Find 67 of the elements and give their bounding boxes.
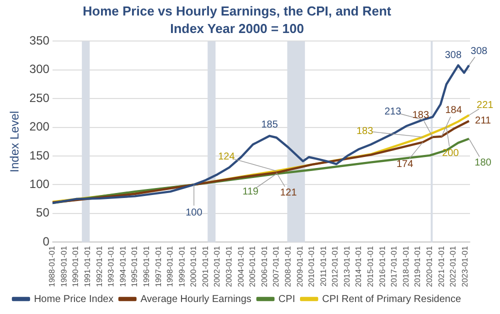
x-tick-label: 2020-01-01 <box>424 246 434 287</box>
x-tick-label: 2018-01-01 <box>401 246 410 287</box>
x-tick-label: 2002-01-01 <box>212 246 222 287</box>
x-tick-label: 1999-01-01 <box>177 246 186 287</box>
y-tick-label: 200 <box>29 120 50 134</box>
annotation: 100 <box>186 207 203 218</box>
y-tick-label: 100 <box>29 176 50 191</box>
x-tick-label: 1996-01-01 <box>142 246 151 287</box>
x-tick-label: 1993-01-01 <box>106 246 116 287</box>
x-tick-label: 2008-01-01 <box>283 246 292 287</box>
legend-label: CPI <box>278 294 296 305</box>
x-tick-label: 1988-01-01 <box>48 246 57 287</box>
x-tick-label: 1994-01-01 <box>118 246 128 287</box>
x-tick-label: 2003-01-01 <box>224 246 234 287</box>
x-tick-label: 2007-01-01 <box>272 246 281 287</box>
legend-label: Home Price Index <box>34 294 114 305</box>
x-tick-label: 2015-01-01 <box>366 246 375 287</box>
x-tick-label: 2001-01-01 <box>200 246 210 287</box>
x-tick-label: 1991-01-01 <box>83 246 92 287</box>
y-tick-label: 0 <box>42 234 50 248</box>
y-tick-label: 50 <box>36 206 50 220</box>
x-tick-label: 1989-01-01 <box>59 246 68 287</box>
x-tick-label: 2006-01-01 <box>260 246 269 287</box>
x-tick-label: 2023-01-01 <box>460 246 470 287</box>
annotation: 308 <box>444 50 462 62</box>
legend-label: CPI Rent of Primary Residence <box>322 294 462 305</box>
x-tick-label: 2010-01-01 <box>307 246 316 287</box>
annotation: 308 <box>470 46 488 58</box>
legend-label: Average Hourly Earnings <box>140 294 252 305</box>
y-axis-title: Index Level <box>8 110 22 172</box>
annotation: 119 <box>242 186 259 198</box>
chart-title: Home Price vs Hourly Earnings, the CPI, and Rent <box>82 3 392 18</box>
x-tick-label: 2022-01-01 <box>448 246 458 287</box>
x-tick-label: 2005-01-01 <box>248 246 258 287</box>
y-tick-label: 250 <box>29 90 50 105</box>
x-tick-label: 1997-01-01 <box>154 246 163 287</box>
annotation: 200 <box>442 148 460 160</box>
annotation: 124 <box>218 152 236 163</box>
x-tick-label: 2016-01-01 <box>378 246 387 287</box>
x-tick-label: 2017-01-01 <box>390 246 399 287</box>
x-tick-label: 2013-01-01 <box>342 246 352 287</box>
annotation: 121 <box>280 187 298 198</box>
annotation: 184 <box>445 105 462 116</box>
x-tick-label: 1998-01-01 <box>166 246 175 287</box>
y-tick-label: 350 <box>29 34 50 48</box>
x-tick-label: 2014-01-01 <box>354 246 364 287</box>
annotation: 221 <box>476 100 494 111</box>
annotation: 183 <box>356 126 374 137</box>
annotation: 174 <box>396 158 414 170</box>
annotation: 180 <box>474 158 492 169</box>
y-tick-label: 300 <box>29 62 50 76</box>
x-tick-label: 2009-01-01 <box>295 246 304 287</box>
chart-subtitle: Index Year 2000 = 100 <box>170 20 304 36</box>
x-tick-label: 2019-01-01 <box>413 246 422 287</box>
x-tick-label: 2021-01-01 <box>436 246 446 287</box>
y-tick-label: 150 <box>29 148 50 162</box>
annotation: 183 <box>412 110 430 121</box>
annotation: 211 <box>475 116 492 127</box>
x-tick-label: 1990-01-01 <box>71 246 80 287</box>
x-tick-label: 2004-01-01 <box>236 246 246 287</box>
annotation: 185 <box>261 120 278 131</box>
x-tick-label: 2011-01-01 <box>318 246 328 286</box>
x-tick-label: 2000-01-01 <box>189 246 198 287</box>
x-tick-label: 2012-01-01 <box>330 246 340 287</box>
x-tick-label: 1995-01-01 <box>130 246 140 287</box>
x-tick-label: 1992-01-01 <box>94 246 104 287</box>
annotation: 213 <box>384 106 402 118</box>
